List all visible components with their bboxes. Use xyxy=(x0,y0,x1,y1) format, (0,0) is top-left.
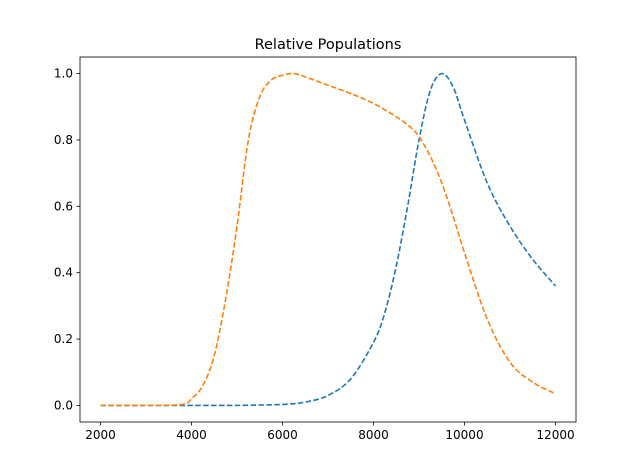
x-tick-label: 12000 xyxy=(536,428,574,442)
x-tick-label: 10000 xyxy=(445,428,483,442)
y-tick-label: 0.0 xyxy=(54,398,73,412)
series-line-2 xyxy=(100,72,556,407)
y-tick-label: 1.0 xyxy=(54,67,73,81)
x-tick-label: 2000 xyxy=(85,428,116,442)
y-tick-label: 0.2 xyxy=(54,332,73,346)
y-tick-label: 0.8 xyxy=(54,133,73,147)
y-axis: 0.0 0.2 0.4 0.6 0.8 1.0 xyxy=(54,67,80,412)
series-line-1 xyxy=(100,72,557,407)
chart-title: Relative Populations xyxy=(255,37,402,53)
y-tick-label: 0.4 xyxy=(54,266,73,280)
x-tick-label: 4000 xyxy=(176,428,207,442)
y-tick-label: 0.6 xyxy=(54,199,73,213)
x-axis: 2000 4000 6000 8000 10000 12000 xyxy=(85,422,575,442)
x-tick-label: 6000 xyxy=(267,428,298,442)
x-tick-label: 8000 xyxy=(358,428,389,442)
series-layer xyxy=(100,72,557,407)
plot-frame xyxy=(79,56,577,423)
